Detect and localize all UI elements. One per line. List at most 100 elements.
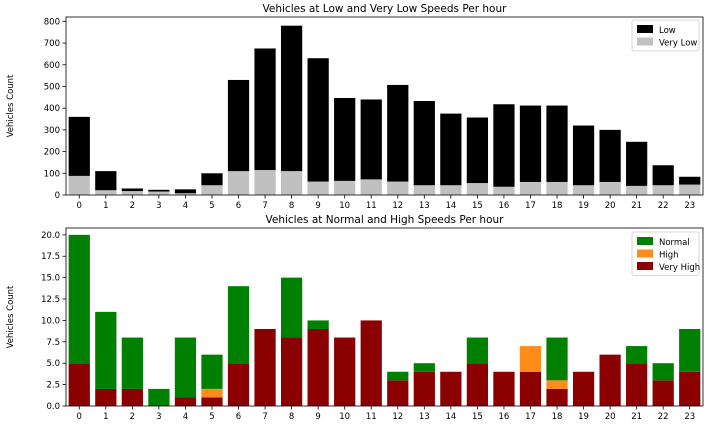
bar-very-low-12 xyxy=(387,181,409,195)
bar-normal-9 xyxy=(307,320,329,329)
y-tick-label: 0.0 xyxy=(46,402,60,412)
bar-very-high-11 xyxy=(360,320,382,406)
legend: Normal High Very High xyxy=(631,231,700,276)
x-tick-label: 6 xyxy=(236,412,241,422)
legend-swatch-low xyxy=(637,25,653,33)
y-tick-label: 200 xyxy=(44,148,60,158)
bar-normal-0 xyxy=(68,234,90,364)
bar-very-high-19 xyxy=(572,371,595,406)
bar-very-high-14 xyxy=(440,371,462,406)
x-tick-label: 15 xyxy=(472,201,483,211)
bar-very-low-15 xyxy=(466,183,489,195)
bar-very-high-10 xyxy=(334,337,356,406)
legend-swatch-very-high xyxy=(637,262,653,270)
y-tick-label: 800 xyxy=(44,17,60,27)
x-tick-label: 23 xyxy=(684,201,695,211)
x-tick-label: 8 xyxy=(289,201,294,211)
bar-very-low-14 xyxy=(440,185,462,195)
x-tick-label: 3 xyxy=(156,412,161,422)
bar-very-high-23 xyxy=(679,371,701,406)
bar-normal-3 xyxy=(148,388,170,406)
y-tick-label: 17.5 xyxy=(41,252,60,262)
x-tick-label: 5 xyxy=(209,412,214,422)
bar-very-high-22 xyxy=(652,380,674,406)
x-tick-label: 0 xyxy=(77,412,82,422)
bar-very-low-19 xyxy=(572,185,595,195)
x-tick-label: 20 xyxy=(605,201,616,211)
x-tick-label: 9 xyxy=(315,412,320,422)
bar-normal-13 xyxy=(413,363,435,372)
x-tick-label: 21 xyxy=(631,201,642,211)
x-tick-label: 18 xyxy=(552,201,563,211)
x-tick-label: 23 xyxy=(684,412,695,422)
y-tick-label: 2.5 xyxy=(46,381,60,391)
x-tick-label: 6 xyxy=(236,201,241,211)
legend-label-normal: Normal xyxy=(659,238,690,248)
x-tick-label: 0 xyxy=(77,201,82,211)
y-tick-label: 0 xyxy=(55,191,60,201)
bar-very-high-18 xyxy=(546,388,568,406)
bar-normal-23 xyxy=(679,328,701,372)
y-tick-label: 500 xyxy=(44,82,60,92)
bar-very-high-20 xyxy=(599,354,621,406)
x-tick-label: 19 xyxy=(578,201,589,211)
bar-low-0 xyxy=(68,116,90,176)
bar-very-high-21 xyxy=(626,363,648,406)
bar-very-low-8 xyxy=(280,171,303,195)
y-tick-label: 700 xyxy=(44,39,60,49)
x-tick-label: 12 xyxy=(392,412,403,422)
bar-very-low-11 xyxy=(360,179,382,195)
bar-very-high-4 xyxy=(174,397,197,406)
bar-low-6 xyxy=(227,79,250,172)
legend: Low Very Low xyxy=(631,19,700,52)
series-low xyxy=(68,25,701,194)
bar-very-low-4 xyxy=(174,193,197,195)
legend-label-very-high: Very High xyxy=(659,263,700,273)
x-tick-label: 11 xyxy=(366,201,377,211)
y-tick-label: 400 xyxy=(44,104,60,114)
y-tick-label: 20.0 xyxy=(41,231,60,241)
bar-normal-8 xyxy=(280,277,303,338)
bar-low-23 xyxy=(679,176,701,185)
x-tick-label: 10 xyxy=(339,412,350,422)
bar-very-high-15 xyxy=(466,363,489,406)
chart-panel-2: Vehicles at Normal and High Speeds Per h… xyxy=(6,214,704,422)
bar-very-low-1 xyxy=(95,190,117,195)
x-tick-label: 19 xyxy=(578,412,589,422)
x-tick-label: 15 xyxy=(472,412,483,422)
x-tick-label: 3 xyxy=(156,201,161,211)
x-tick-label: 2 xyxy=(130,201,135,211)
bar-very-high-17 xyxy=(519,371,542,406)
bar-low-19 xyxy=(572,125,595,186)
legend-label-low: Low xyxy=(659,26,676,36)
bar-low-2 xyxy=(121,188,143,192)
legend-swatch-normal xyxy=(637,237,653,245)
y-axis-label: Vehicles Count xyxy=(6,74,16,137)
bar-high-5 xyxy=(201,388,223,398)
plot-frame xyxy=(65,227,704,407)
series-high xyxy=(201,346,568,398)
chart-title: Vehicles at Low and Very Low Speeds Per … xyxy=(263,3,508,15)
x-tick-label: 22 xyxy=(658,412,669,422)
x-tick-label: 22 xyxy=(658,201,669,211)
bar-low-10 xyxy=(334,97,356,181)
bar-normal-12 xyxy=(387,371,409,381)
legend-swatch-high xyxy=(637,249,653,258)
x-tick-label: 1 xyxy=(103,201,108,211)
x-tick-label: 16 xyxy=(499,412,510,422)
bar-low-18 xyxy=(546,105,568,182)
bar-normal-22 xyxy=(652,363,674,381)
bar-low-14 xyxy=(440,113,462,186)
bar-very-high-13 xyxy=(413,371,435,406)
y-tick-label: 300 xyxy=(44,126,60,136)
bar-low-12 xyxy=(387,84,409,182)
legend-label-high: High xyxy=(659,251,679,261)
plot-frame xyxy=(65,16,704,196)
series-very-high xyxy=(68,320,701,406)
bar-low-11 xyxy=(360,99,382,180)
bar-very-high-5 xyxy=(201,397,223,406)
bar-very-low-13 xyxy=(413,185,435,195)
bar-normal-21 xyxy=(626,346,648,364)
bar-very-low-17 xyxy=(519,181,542,195)
